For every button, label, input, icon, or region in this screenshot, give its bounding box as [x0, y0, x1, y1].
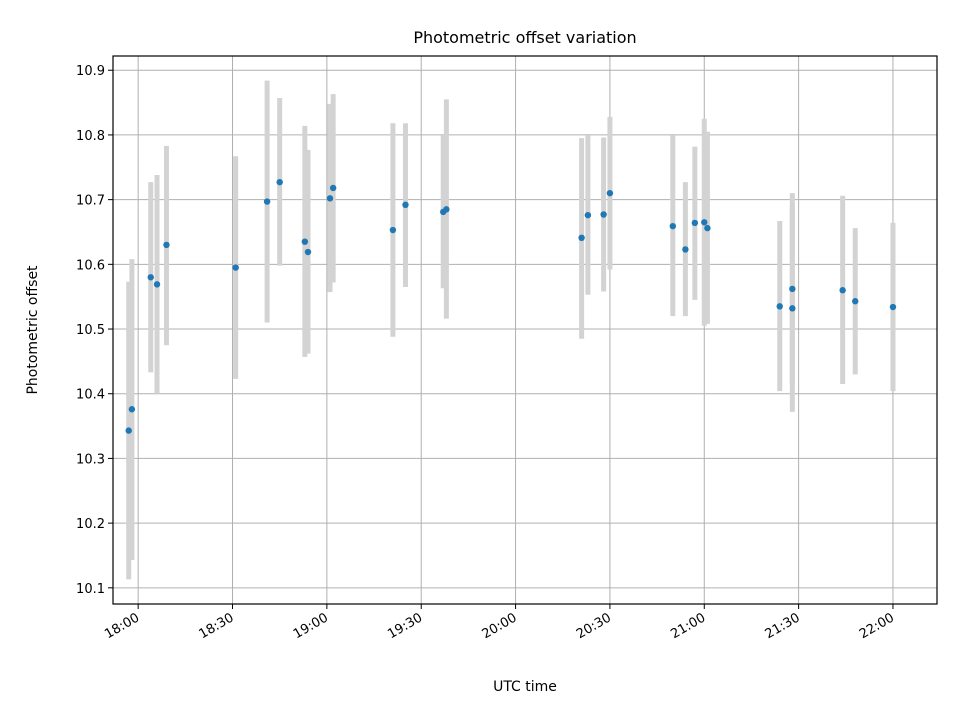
data-point — [128, 406, 136, 413]
data-point — [691, 219, 699, 227]
y-tick-label: 10.5 — [76, 323, 105, 338]
y-tick-label: 10.9 — [76, 64, 105, 79]
y-tick-label: 10.6 — [76, 258, 105, 273]
data-point — [443, 206, 450, 213]
data-point — [153, 281, 161, 288]
data-point — [584, 211, 592, 219]
data-point — [304, 248, 312, 256]
data-point — [606, 189, 614, 197]
y-axis-label: Photometric offset — [25, 265, 41, 395]
data-point — [889, 303, 897, 311]
data-point — [125, 427, 132, 434]
y-axis-ticks: 10.1 10.2 10.3 10.4 10.5 10.6 10.7 10.8 10.9 — [76, 64, 113, 597]
x-axis-label: UTC time — [493, 679, 557, 695]
data-point — [600, 211, 607, 218]
y-tick-label: 10.4 — [76, 388, 105, 403]
data-point — [789, 305, 796, 312]
data-point — [389, 226, 397, 234]
data-point — [701, 219, 708, 226]
data-point — [839, 287, 846, 294]
data-point — [789, 285, 796, 293]
data-point — [326, 195, 334, 202]
data-point — [776, 303, 783, 310]
data-point — [704, 224, 711, 232]
data-points — [125, 178, 897, 434]
plot-frame — [112, 55, 938, 605]
data-point — [147, 274, 154, 281]
data-point — [232, 264, 239, 271]
chart-title: Photometric offset variation — [413, 28, 636, 47]
y-tick-label: 10.3 — [76, 452, 105, 467]
data-point — [669, 222, 677, 230]
data-point — [578, 234, 585, 242]
y-tick-label: 10.2 — [76, 517, 105, 532]
data-point — [329, 184, 337, 192]
data-point — [301, 238, 309, 245]
data-point — [263, 198, 271, 205]
data-point — [276, 178, 283, 186]
data-point — [682, 246, 689, 253]
data-point — [852, 298, 859, 305]
data-point — [402, 201, 409, 209]
y-tick-label: 10.1 — [76, 582, 105, 597]
y-tick-label: 10.8 — [76, 129, 105, 144]
y-tick-label: 10.7 — [76, 194, 105, 209]
data-point — [163, 241, 170, 249]
